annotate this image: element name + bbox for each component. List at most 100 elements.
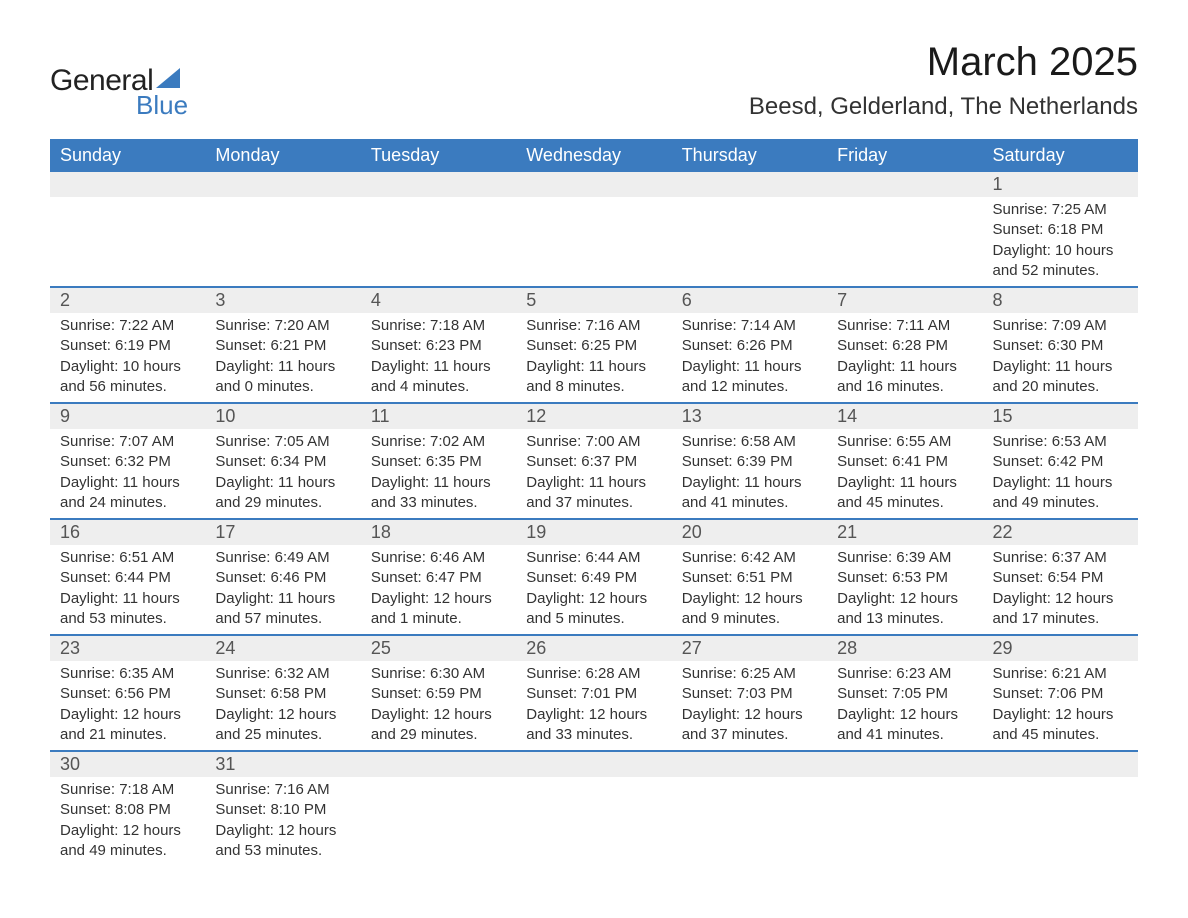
day-number-cell bbox=[361, 172, 516, 197]
day-number-cell: 24 bbox=[205, 635, 360, 661]
daylight-text-1: Daylight: 12 hours bbox=[371, 705, 506, 725]
weekday-header: Friday bbox=[827, 139, 982, 172]
sunset-text: Sunset: 6:42 PM bbox=[993, 452, 1128, 472]
day-detail-cell: Sunrise: 6:37 AMSunset: 6:54 PMDaylight:… bbox=[983, 545, 1138, 635]
sunrise-text: Sunrise: 7:16 AM bbox=[526, 316, 661, 336]
daylight-text-2: and 56 minutes. bbox=[60, 377, 195, 397]
daylight-text-1: Daylight: 11 hours bbox=[60, 589, 195, 609]
daylight-text-2: and 13 minutes. bbox=[837, 609, 972, 629]
daylight-text-2: and 41 minutes. bbox=[682, 493, 817, 513]
sunset-text: Sunset: 6:47 PM bbox=[371, 568, 506, 588]
day-number-cell bbox=[983, 751, 1138, 777]
daylight-text-1: Daylight: 12 hours bbox=[837, 589, 972, 609]
sunrise-text: Sunrise: 7:11 AM bbox=[837, 316, 972, 336]
day-detail-row: Sunrise: 7:18 AMSunset: 8:08 PMDaylight:… bbox=[50, 777, 1138, 866]
sunrise-text: Sunrise: 7:25 AM bbox=[993, 200, 1128, 220]
day-detail-cell: Sunrise: 7:25 AMSunset: 6:18 PMDaylight:… bbox=[983, 197, 1138, 287]
title-block: March 2025 Beesd, Gelderland, The Nether… bbox=[749, 40, 1138, 121]
daylight-text-1: Daylight: 11 hours bbox=[215, 589, 350, 609]
weekday-header: Monday bbox=[205, 139, 360, 172]
weekday-header: Tuesday bbox=[361, 139, 516, 172]
day-number-row: 9101112131415 bbox=[50, 403, 1138, 429]
day-detail-cell: Sunrise: 6:21 AMSunset: 7:06 PMDaylight:… bbox=[983, 661, 1138, 751]
sunrise-text: Sunrise: 6:28 AM bbox=[526, 664, 661, 684]
daylight-text-1: Daylight: 12 hours bbox=[993, 589, 1128, 609]
day-detail-cell: Sunrise: 6:46 AMSunset: 6:47 PMDaylight:… bbox=[361, 545, 516, 635]
daylight-text-2: and 41 minutes. bbox=[837, 725, 972, 745]
day-number-cell: 5 bbox=[516, 287, 671, 313]
day-detail-row: Sunrise: 7:07 AMSunset: 6:32 PMDaylight:… bbox=[50, 429, 1138, 519]
weekday-header: Wednesday bbox=[516, 139, 671, 172]
month-title: March 2025 bbox=[749, 40, 1138, 85]
day-number-cell bbox=[516, 172, 671, 197]
day-number-row: 23242526272829 bbox=[50, 635, 1138, 661]
day-detail-cell: Sunrise: 7:02 AMSunset: 6:35 PMDaylight:… bbox=[361, 429, 516, 519]
day-number-cell: 14 bbox=[827, 403, 982, 429]
sunset-text: Sunset: 6:54 PM bbox=[993, 568, 1128, 588]
day-number-cell: 12 bbox=[516, 403, 671, 429]
day-number-cell: 31 bbox=[205, 751, 360, 777]
daylight-text-1: Daylight: 12 hours bbox=[993, 705, 1128, 725]
daylight-text-2: and 37 minutes. bbox=[682, 725, 817, 745]
daylight-text-1: Daylight: 11 hours bbox=[215, 357, 350, 377]
day-number-cell: 28 bbox=[827, 635, 982, 661]
day-number-cell bbox=[672, 172, 827, 197]
day-number-cell: 27 bbox=[672, 635, 827, 661]
day-number-cell: 13 bbox=[672, 403, 827, 429]
day-number-row: 1 bbox=[50, 172, 1138, 197]
day-detail-cell: Sunrise: 6:30 AMSunset: 6:59 PMDaylight:… bbox=[361, 661, 516, 751]
day-detail-cell: Sunrise: 7:22 AMSunset: 6:19 PMDaylight:… bbox=[50, 313, 205, 403]
daylight-text-1: Daylight: 11 hours bbox=[371, 473, 506, 493]
daylight-text-2: and 20 minutes. bbox=[993, 377, 1128, 397]
daylight-text-1: Daylight: 12 hours bbox=[60, 705, 195, 725]
sunrise-text: Sunrise: 6:35 AM bbox=[60, 664, 195, 684]
day-detail-cell: Sunrise: 6:55 AMSunset: 6:41 PMDaylight:… bbox=[827, 429, 982, 519]
daylight-text-1: Daylight: 12 hours bbox=[682, 705, 817, 725]
sunset-text: Sunset: 6:56 PM bbox=[60, 684, 195, 704]
daylight-text-2: and 12 minutes. bbox=[682, 377, 817, 397]
daylight-text-2: and 53 minutes. bbox=[215, 841, 350, 861]
day-detail-cell bbox=[672, 197, 827, 287]
day-detail-cell bbox=[983, 777, 1138, 866]
sunrise-text: Sunrise: 6:49 AM bbox=[215, 548, 350, 568]
day-number-cell: 16 bbox=[50, 519, 205, 545]
calendar-table: Sunday Monday Tuesday Wednesday Thursday… bbox=[50, 139, 1138, 866]
sunrise-text: Sunrise: 6:32 AM bbox=[215, 664, 350, 684]
day-detail-cell bbox=[205, 197, 360, 287]
sunset-text: Sunset: 8:08 PM bbox=[60, 800, 195, 820]
weekday-header-row: Sunday Monday Tuesday Wednesday Thursday… bbox=[50, 139, 1138, 172]
day-detail-cell: Sunrise: 7:18 AMSunset: 6:23 PMDaylight:… bbox=[361, 313, 516, 403]
daylight-text-2: and 49 minutes. bbox=[993, 493, 1128, 513]
sunset-text: Sunset: 6:18 PM bbox=[993, 220, 1128, 240]
day-number-cell: 21 bbox=[827, 519, 982, 545]
sunset-text: Sunset: 7:05 PM bbox=[837, 684, 972, 704]
day-number-cell: 1 bbox=[983, 172, 1138, 197]
sunset-text: Sunset: 6:44 PM bbox=[60, 568, 195, 588]
day-detail-cell bbox=[50, 197, 205, 287]
header: General Blue March 2025 Beesd, Gelderlan… bbox=[50, 40, 1138, 121]
day-detail-cell: Sunrise: 7:16 AMSunset: 8:10 PMDaylight:… bbox=[205, 777, 360, 866]
sunset-text: Sunset: 6:53 PM bbox=[837, 568, 972, 588]
day-detail-cell: Sunrise: 6:53 AMSunset: 6:42 PMDaylight:… bbox=[983, 429, 1138, 519]
logo-text-blue: Blue bbox=[136, 90, 188, 121]
sunset-text: Sunset: 6:35 PM bbox=[371, 452, 506, 472]
sunrise-text: Sunrise: 7:09 AM bbox=[993, 316, 1128, 336]
day-detail-row: Sunrise: 6:51 AMSunset: 6:44 PMDaylight:… bbox=[50, 545, 1138, 635]
day-number-cell: 29 bbox=[983, 635, 1138, 661]
daylight-text-2: and 33 minutes. bbox=[371, 493, 506, 513]
sunrise-text: Sunrise: 7:22 AM bbox=[60, 316, 195, 336]
sunset-text: Sunset: 7:06 PM bbox=[993, 684, 1128, 704]
sunset-text: Sunset: 6:41 PM bbox=[837, 452, 972, 472]
daylight-text-1: Daylight: 12 hours bbox=[682, 589, 817, 609]
day-detail-cell: Sunrise: 6:25 AMSunset: 7:03 PMDaylight:… bbox=[672, 661, 827, 751]
daylight-text-2: and 49 minutes. bbox=[60, 841, 195, 861]
daylight-text-1: Daylight: 12 hours bbox=[215, 705, 350, 725]
logo: General Blue bbox=[50, 64, 188, 121]
sunrise-text: Sunrise: 6:53 AM bbox=[993, 432, 1128, 452]
sunset-text: Sunset: 7:03 PM bbox=[682, 684, 817, 704]
day-number-cell: 7 bbox=[827, 287, 982, 313]
day-detail-cell: Sunrise: 7:20 AMSunset: 6:21 PMDaylight:… bbox=[205, 313, 360, 403]
sunset-text: Sunset: 6:58 PM bbox=[215, 684, 350, 704]
daylight-text-2: and 25 minutes. bbox=[215, 725, 350, 745]
day-detail-cell bbox=[361, 197, 516, 287]
